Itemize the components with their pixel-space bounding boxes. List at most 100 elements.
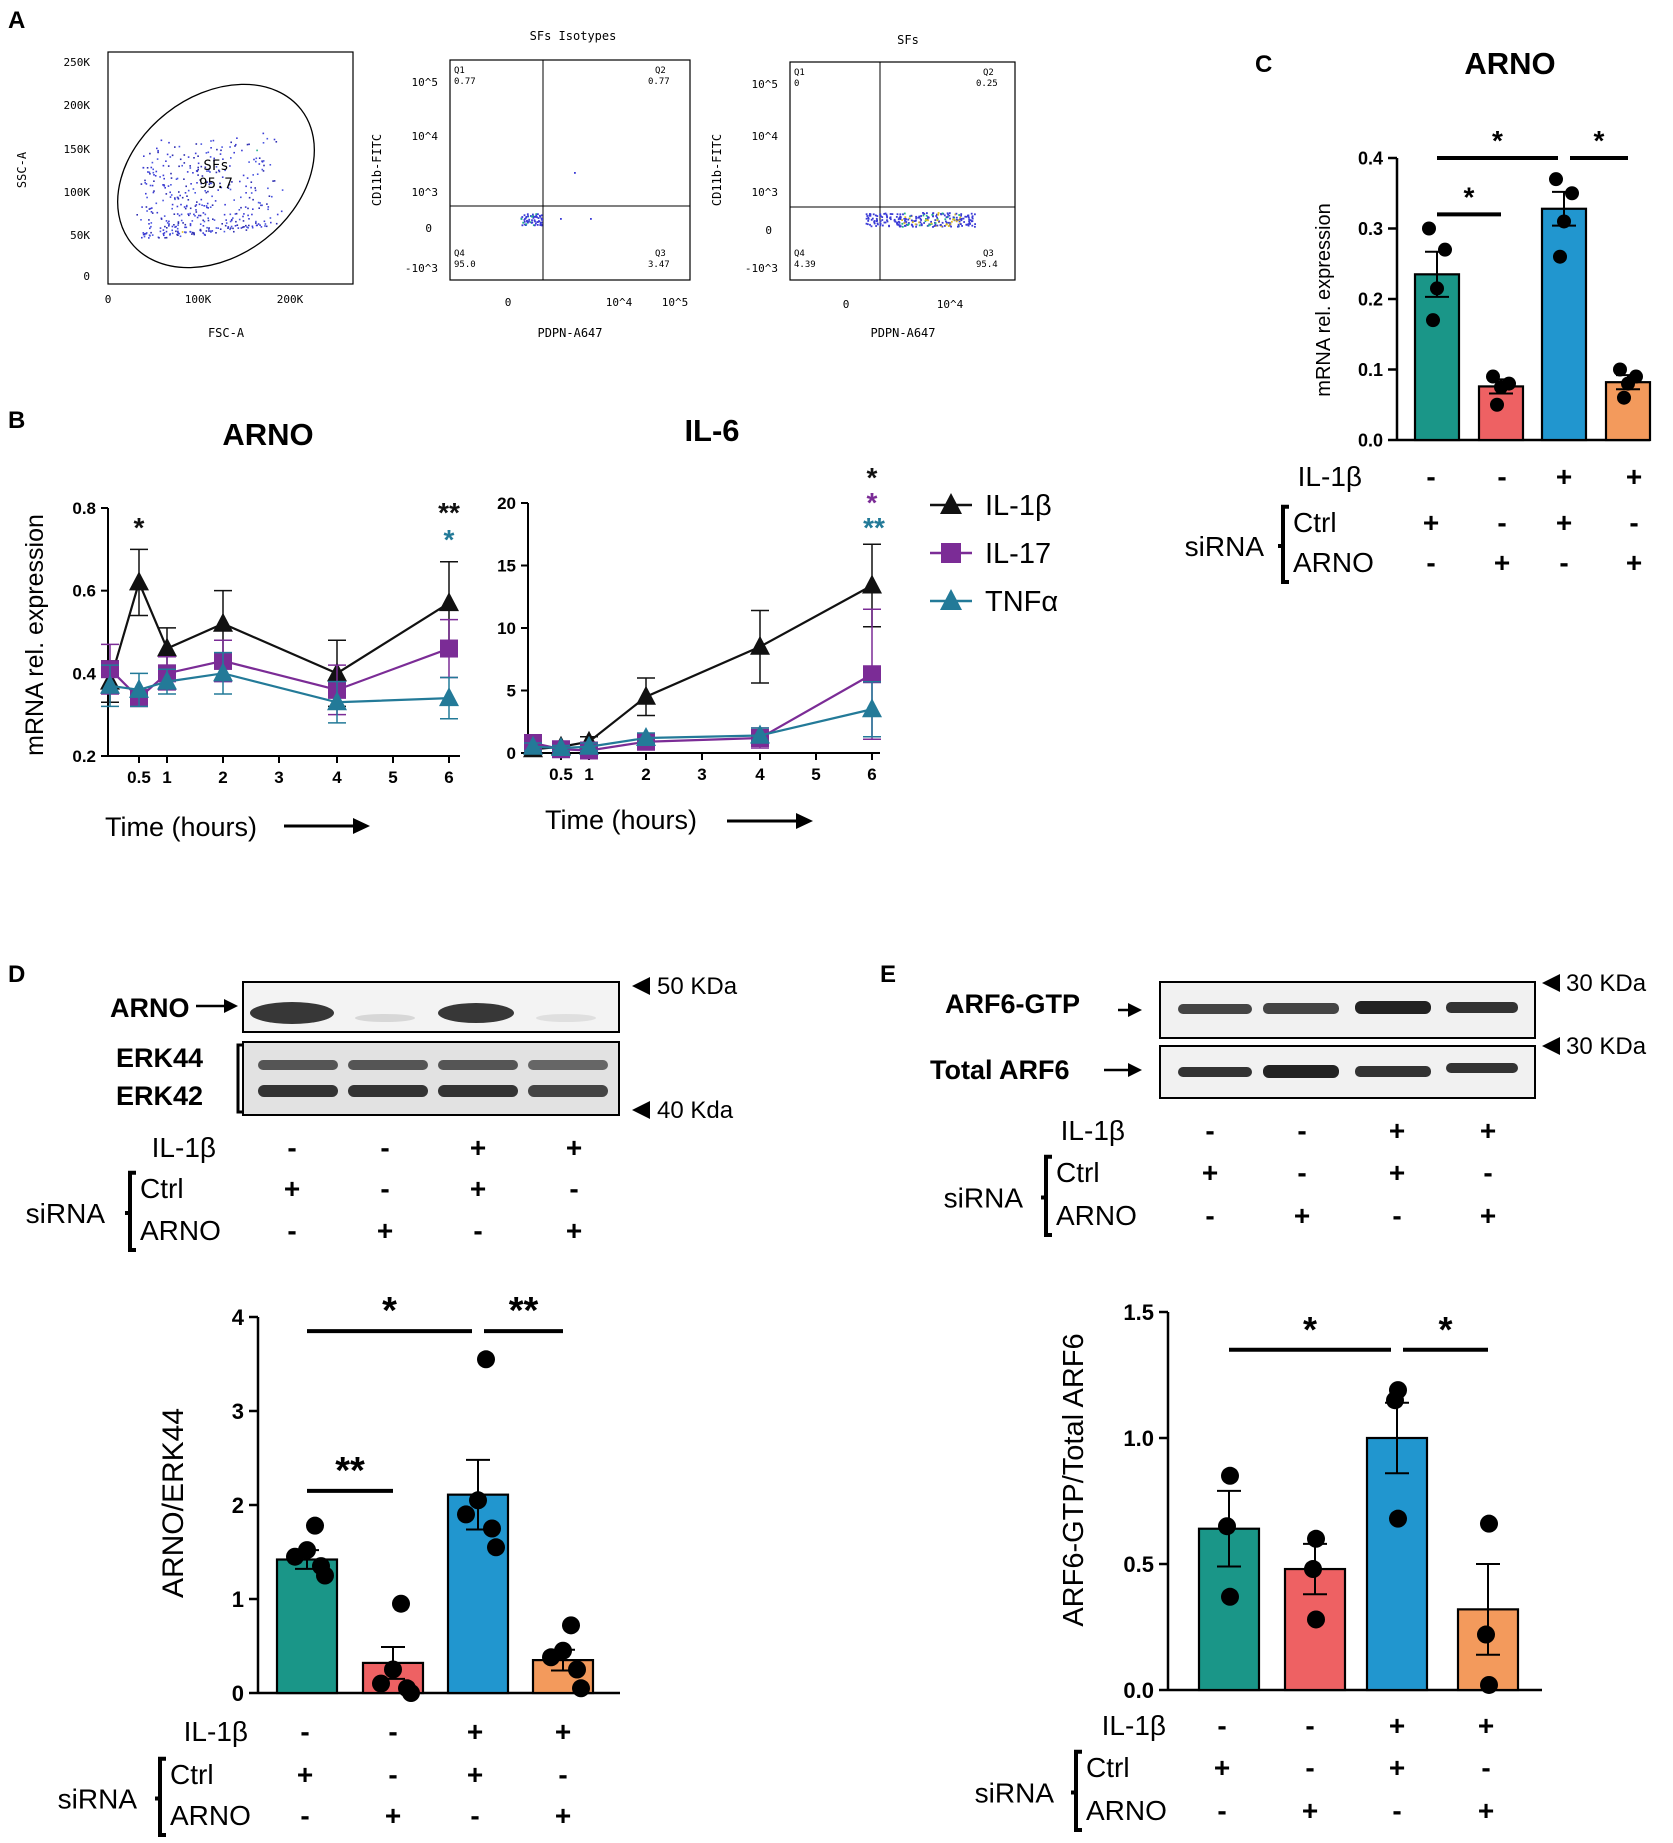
scatter-dot	[941, 221, 944, 224]
xtick: 10^4	[937, 298, 964, 311]
data-point	[562, 1616, 580, 1635]
condition-sign: -	[1297, 1157, 1306, 1188]
xtick: 0	[843, 298, 850, 311]
scatter-dot	[255, 220, 257, 223]
scatter-dot	[933, 225, 936, 227]
scatter-dot	[176, 177, 179, 180]
scatter-dot	[930, 220, 932, 223]
scatter-dot	[175, 230, 177, 233]
chart-title: ARNO	[222, 417, 313, 452]
scatter-dot	[180, 213, 183, 216]
scatter-dot	[178, 232, 181, 235]
scatter-dot	[252, 174, 254, 176]
scatter-dot	[930, 222, 933, 225]
condition-label-il1b: IL-1β	[1061, 1115, 1125, 1146]
flow-title: SFs	[897, 33, 919, 47]
quadrant-q3: Q3	[655, 249, 666, 259]
scatter-dot	[960, 214, 962, 217]
xtick: 0	[505, 296, 512, 309]
data-point	[1480, 1675, 1498, 1694]
scatter-dot	[932, 226, 934, 228]
scatter-dot	[150, 211, 153, 213]
scatter-dot	[181, 196, 184, 199]
band	[1178, 1004, 1252, 1014]
scatter-dot	[227, 227, 229, 229]
scatter-dot	[170, 184, 172, 186]
scatter-dot	[204, 190, 206, 192]
scatter-dot	[181, 164, 183, 167]
scatter-dot	[255, 222, 257, 224]
scatter-dot	[225, 222, 228, 224]
condition-sign: +	[1389, 1115, 1405, 1146]
scatter-dot	[151, 161, 154, 164]
scatter-dot	[150, 231, 152, 234]
scatter-dot	[193, 232, 195, 234]
scatter-dot	[958, 219, 960, 221]
scatter-dot	[148, 208, 151, 210]
scatter-dot	[191, 233, 193, 235]
scatter-dot	[142, 232, 145, 234]
marker-30kda: 30 KDa	[1566, 1033, 1647, 1060]
bar	[1365, 1436, 1429, 1692]
y-tick-label: 5	[507, 682, 516, 701]
scatter-dot	[197, 162, 200, 165]
scatter-dot	[150, 225, 152, 228]
scatter-dot	[186, 195, 188, 197]
scatter-dot	[197, 155, 199, 157]
scatter-dot	[246, 143, 249, 146]
scatter-dot	[879, 215, 882, 217]
scatter-dot	[146, 167, 149, 169]
scatter-dot	[866, 223, 869, 226]
scatter-dot	[521, 216, 524, 218]
ytick: 250K	[64, 56, 91, 69]
scatter-dot	[937, 213, 940, 216]
scatter-dot	[905, 221, 908, 223]
data-point	[316, 1566, 334, 1585]
scatter-dot	[189, 207, 192, 210]
scatter-dot	[222, 158, 224, 160]
scatter-dot	[932, 215, 934, 218]
band	[348, 1060, 428, 1097]
data-point	[1218, 1517, 1236, 1536]
y-tick-label: 0	[507, 744, 516, 763]
scatter-dot	[160, 139, 163, 142]
scatter-dot	[187, 213, 189, 215]
scatter-dot	[217, 227, 219, 229]
arrow-right-icon	[1104, 1063, 1142, 1077]
scatter-dot	[163, 215, 166, 217]
scatter-dot	[217, 189, 219, 191]
scatter-dot	[902, 213, 904, 216]
scatter-dot	[202, 219, 204, 222]
scatter-dot	[913, 220, 916, 222]
blot-label-total-arf6: Total ARF6	[930, 1055, 1070, 1085]
band	[250, 1002, 334, 1024]
x-tick-label: 2	[218, 768, 227, 787]
data-point	[636, 685, 656, 705]
scatter-dot	[529, 221, 532, 224]
scatter-dot	[168, 141, 170, 144]
scatter-dot	[535, 214, 538, 217]
condition-label-ctrl: Ctrl	[1056, 1157, 1100, 1188]
condition-label-sirna: siRNA	[26, 1198, 106, 1229]
scatter-dot	[269, 164, 272, 166]
scatter-dot	[189, 224, 192, 227]
condition-sign: -	[380, 1132, 389, 1163]
scatter-dot	[271, 195, 273, 198]
scatter-dot	[881, 224, 884, 227]
scatter-dot	[523, 220, 526, 223]
scatter-dot	[152, 191, 155, 194]
condition-sign: -	[1559, 547, 1568, 578]
flow-xlabel: PDPN-A647	[870, 326, 935, 340]
data-point	[100, 674, 120, 694]
data-point	[1553, 249, 1567, 264]
scatter-dot	[227, 187, 230, 189]
scatter-dot	[969, 223, 971, 225]
ytick: 0	[425, 222, 432, 235]
scatter-dot	[536, 216, 538, 219]
data-point	[469, 1491, 487, 1510]
y-tick-label: 10	[497, 619, 516, 638]
scatter-dot	[216, 148, 218, 151]
scatter-dot	[947, 225, 950, 227]
scatter-dot	[157, 151, 159, 154]
scatter-dot	[949, 223, 951, 226]
